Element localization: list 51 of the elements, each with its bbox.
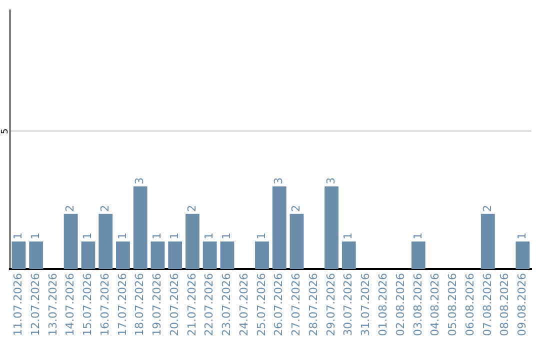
x-tick-label: 21.07.2026	[185, 273, 198, 336]
data-label: 1	[81, 232, 94, 240]
x-tick-label: 17.07.2026	[116, 273, 129, 336]
data-label: 3	[272, 177, 286, 184]
x-tick-label: 26.07.2026	[272, 273, 286, 336]
data-label: 2	[98, 204, 112, 212]
x-tick-label: 22.07.2026	[202, 273, 216, 336]
x-tick-label: 28.07.2026	[306, 273, 320, 336]
data-label: 1	[168, 232, 181, 240]
x-tick-label: 04.08.2026	[428, 273, 442, 336]
data-label: 1	[150, 232, 164, 240]
data-label: 2	[480, 204, 494, 212]
y-tick-label: 5	[0, 128, 10, 134]
data-label: 1	[116, 232, 129, 240]
x-tick-label: 30.07.2026	[342, 273, 355, 336]
data-label: 1	[28, 232, 42, 240]
x-tick-label: 19.07.2026	[150, 273, 164, 336]
x-tick-label: 15.07.2026	[81, 273, 94, 336]
x-tick-label: 01.08.2026	[376, 273, 390, 336]
x-tick-label: 12.07.2026	[28, 273, 42, 336]
data-label: 1	[220, 232, 234, 240]
data-label: 1	[516, 232, 529, 240]
x-tick-label: 05.08.2026	[446, 273, 460, 336]
data-label: 2	[290, 204, 303, 212]
x-tick-label: 25.07.2026	[254, 273, 268, 336]
x-tick-label: 07.08.2026	[480, 273, 494, 336]
data-label: 3	[324, 177, 338, 184]
x-tick-label: 09.08.2026	[516, 273, 529, 336]
x-tick-label: 24.07.2026	[237, 273, 250, 336]
x-tick-label: 29.07.2026	[324, 273, 338, 336]
x-tick-label: 08.08.2026	[498, 273, 512, 336]
x-tick-label: 14.07.2026	[64, 273, 77, 336]
data-label: 1	[342, 232, 355, 240]
x-tick-label: 13.07.2026	[46, 273, 60, 336]
data-label: 1	[254, 232, 268, 240]
x-tick-label: 20.07.2026	[168, 273, 181, 336]
data-label: 1	[411, 232, 424, 240]
data-label: 2	[185, 204, 198, 212]
x-tick-label: 03.08.2026	[411, 273, 424, 336]
x-tick-label: 02.08.2026	[394, 273, 407, 336]
x-tick-label: 27.07.2026	[290, 273, 303, 336]
x-tick-label: 23.07.2026	[220, 273, 234, 336]
data-label: 1	[12, 232, 25, 240]
x-tick-label: 18.07.2026	[133, 273, 146, 336]
data-label: 2	[64, 204, 77, 212]
x-tick-label: 31.07.2026	[359, 273, 372, 336]
data-label: 3	[133, 177, 146, 184]
data-label: 1	[202, 232, 216, 240]
x-tick-label: 06.08.2026	[463, 273, 476, 336]
x-tick-label: 16.07.2026	[98, 273, 112, 336]
x-tick-label: 11.07.2026	[12, 273, 25, 336]
